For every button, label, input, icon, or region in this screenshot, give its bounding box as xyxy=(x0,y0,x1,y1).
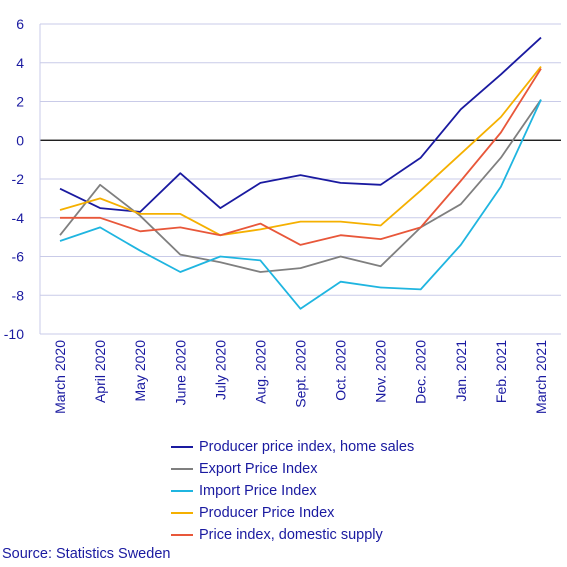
legend-label: Export Price Index xyxy=(199,461,318,477)
y-tick-label: 4 xyxy=(16,55,24,71)
gridlines xyxy=(39,23,561,335)
legend-swatch xyxy=(171,490,193,492)
y-tick-label: 2 xyxy=(16,94,24,110)
x-tick-label: May 2020 xyxy=(132,340,148,402)
legend-label: Producer Price Index xyxy=(199,505,335,521)
legend-swatch xyxy=(171,534,193,536)
series-lines xyxy=(59,36,542,310)
x-tick-label: March 2021 xyxy=(533,340,549,414)
x-tick-label: Nov. 2020 xyxy=(373,340,389,403)
x-tick-label: Sept. 2020 xyxy=(293,340,309,408)
series-line xyxy=(59,99,542,273)
series-line xyxy=(59,66,542,237)
y-tick-label: -8 xyxy=(12,287,25,303)
series-line xyxy=(60,68,542,246)
legend-item: Import Price Index xyxy=(171,480,414,502)
legend-label: Import Price Index xyxy=(199,483,317,499)
source-note: Source: Statistics Sweden xyxy=(2,546,171,562)
y-tick-label: 0 xyxy=(16,132,24,148)
x-tick-label: March 2020 xyxy=(52,340,68,414)
x-tick-label: June 2020 xyxy=(172,340,188,406)
legend-item: Producer price index, home sales xyxy=(171,436,414,458)
legend-label: Price index, domestic supply xyxy=(199,527,383,543)
x-tick-label: Oct. 2020 xyxy=(333,340,349,401)
legend-item: Producer Price Index xyxy=(171,502,414,524)
legend-item: Export Price Index xyxy=(171,458,414,480)
x-tick-label: Jan. 2021 xyxy=(453,340,469,402)
y-tick-label: -6 xyxy=(12,249,25,265)
x-tick-label: Dec. 2020 xyxy=(413,340,429,404)
y-tick-label: -10 xyxy=(4,326,24,342)
x-tick-label: April 2020 xyxy=(92,340,108,403)
y-tick-label: -4 xyxy=(12,210,25,226)
legend-swatch xyxy=(171,446,193,448)
legend-swatch xyxy=(171,512,193,514)
legend-label: Producer price index, home sales xyxy=(199,439,415,455)
series-line xyxy=(59,99,542,310)
legend: Producer price index, home sales Export P… xyxy=(171,436,414,546)
x-tick-label: Feb. 2021 xyxy=(493,340,509,403)
y-axis-ticks: 6 4 2 0 -2 -4 -6 -8 -10 xyxy=(4,16,24,342)
x-tick-label: July 2020 xyxy=(212,340,228,400)
x-tick-label: Aug. 2020 xyxy=(252,340,268,404)
x-axis-ticks: March 2020 April 2020 May 2020 June 2020 Jul… xyxy=(52,340,549,414)
series-line xyxy=(59,36,542,213)
y-tick-label: -2 xyxy=(12,171,25,187)
y-tick-label: 6 xyxy=(16,16,24,32)
legend-swatch xyxy=(171,468,193,470)
legend-item: Price index, domestic supply xyxy=(171,524,414,546)
